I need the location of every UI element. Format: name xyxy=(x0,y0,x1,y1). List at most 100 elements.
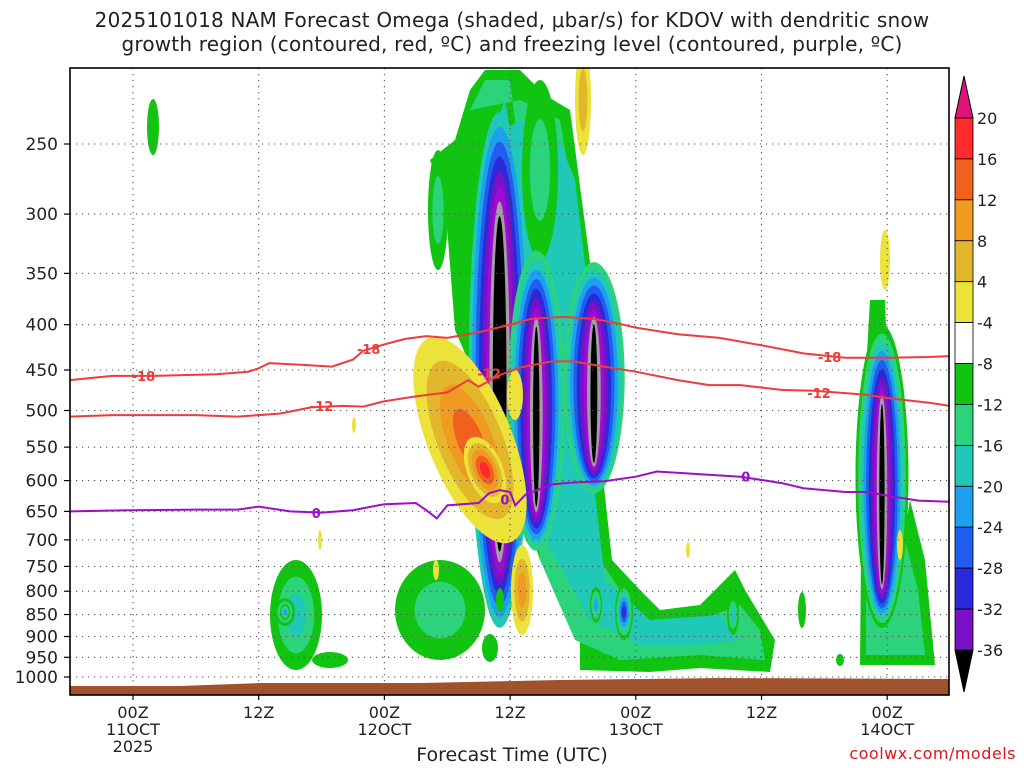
upper-blob-b-level-1 xyxy=(432,176,444,244)
grid xyxy=(70,68,949,695)
chart-title: 2025101018 NAM Forecast Omega (shaded, μ… xyxy=(0,8,1024,56)
lowlevel-3-level-0 xyxy=(482,634,498,662)
x-tick-label-24-1: 12OCT xyxy=(357,720,411,739)
upper-blob-a-level-0 xyxy=(147,99,159,155)
sinking-i-level-0 xyxy=(686,542,690,558)
credit-link[interactable]: coolwx.com/models xyxy=(849,744,1016,763)
lowlevel-1 xyxy=(312,652,348,668)
lowlevel-3 xyxy=(482,634,498,662)
pocket-a xyxy=(615,584,633,640)
upper-blob-c xyxy=(522,80,558,260)
y-tick-label-800: 800 xyxy=(26,582,58,602)
sinking-c-level-1 xyxy=(578,68,588,132)
x-tick-label-72-1: 14OCT xyxy=(860,720,914,739)
colorbar-label-6: -8 xyxy=(977,355,993,374)
contour-label-6: 0 xyxy=(312,507,321,522)
lowlevel-1-level-0 xyxy=(312,652,348,668)
x-tick-label-48-1: 13OCT xyxy=(609,720,663,739)
contour--18-0 xyxy=(70,315,949,382)
sinking-e-level-0 xyxy=(507,370,523,420)
colorbar-label-8: -16 xyxy=(977,436,1003,455)
colorbar-box-11 xyxy=(954,567,974,610)
x-tick-label-24-0: 00Z xyxy=(369,703,400,722)
pocket-d xyxy=(280,604,290,620)
sinking-d xyxy=(880,230,890,290)
x-axis-label: Forecast Time (UTC) xyxy=(416,744,608,766)
colorbar-box-0 xyxy=(954,117,974,160)
colorbar-box-4 xyxy=(954,281,974,324)
colorbar-box-1 xyxy=(954,158,974,201)
colorbar-box-8 xyxy=(954,444,974,487)
sinking-a2-level-4 xyxy=(479,461,491,479)
x-tick-label-0-0: 00Z xyxy=(117,703,148,722)
x-tick-label-72-0: 00Z xyxy=(872,703,903,722)
sinking-c xyxy=(575,68,591,155)
contour-label-0: -18 xyxy=(132,370,156,385)
uvv-column-d2 xyxy=(855,324,909,628)
colorbar-box-2 xyxy=(954,199,974,242)
y-tick-label-500: 500 xyxy=(26,402,58,422)
upper-blob-b xyxy=(428,150,448,270)
title-line-1: 2025101018 NAM Forecast Omega (shaded, μ… xyxy=(94,8,930,32)
speck-c-level-0 xyxy=(496,588,504,612)
colorbar-label-10: -24 xyxy=(977,518,1003,537)
pocket-b xyxy=(590,587,602,623)
contour-label-8: 0 xyxy=(741,471,750,486)
sinking-g-level-0 xyxy=(352,417,356,433)
y-tick-label-650: 650 xyxy=(26,502,58,522)
y-tick-label-300: 300 xyxy=(26,205,58,225)
sinking-f xyxy=(433,560,439,580)
pocket-b-level-3 xyxy=(594,599,598,611)
y-tick-label-400: 400 xyxy=(26,316,58,336)
title-line-2: growth region (contoured, red, ºC) and f… xyxy=(121,32,903,56)
x-tick-label-0-1: 11OCT xyxy=(106,720,160,739)
y-tick-label-1000: 1000 xyxy=(15,668,58,688)
x-tick-label-0-2: 2025 xyxy=(113,737,154,756)
y-tick-label-750: 750 xyxy=(26,557,58,577)
sinking-j xyxy=(897,530,903,560)
pocket-a-level-5 xyxy=(622,606,626,618)
colorbar-label-9: -20 xyxy=(977,477,1003,496)
sinking-f-level-0 xyxy=(433,560,439,580)
sinking-b xyxy=(511,545,533,635)
y-axis: 2503003504004505005506006507007508008509… xyxy=(15,135,70,688)
omega-shading xyxy=(147,68,935,672)
colorbar-label-11: -28 xyxy=(977,559,1003,578)
upper-blob-a xyxy=(147,99,159,155)
y-tick-label-850: 850 xyxy=(26,606,58,626)
contour-label-2: -18 xyxy=(818,351,842,366)
y-tick-label-950: 950 xyxy=(26,648,58,668)
colorbar: 20 16 12 8 4 -4 -8 -12 -16 -20 -24 -28 -32 -36 xyxy=(954,75,1003,693)
y-tick-label-250: 250 xyxy=(26,135,58,155)
sinking-e xyxy=(507,370,523,420)
colorbar-label-13: -36 xyxy=(977,641,1003,660)
sinking-h xyxy=(318,530,322,550)
contour-label-3: -12 xyxy=(310,400,334,415)
y-tick-label-550: 550 xyxy=(26,438,58,458)
contour-label-4: -12 xyxy=(477,367,501,382)
speck-c xyxy=(496,588,504,612)
colorbar-box-10 xyxy=(954,526,974,569)
colorbar-label-12: -32 xyxy=(977,600,1003,619)
colorbar-box-6 xyxy=(954,363,974,405)
lowlevel-2 xyxy=(395,560,485,660)
lowlevel-2-level-1 xyxy=(414,581,466,639)
colorbar-label-5: -4 xyxy=(977,314,993,333)
speck-a xyxy=(798,592,806,628)
sinking-i xyxy=(686,542,690,558)
pocket-c xyxy=(727,595,739,635)
colorbar-box-3 xyxy=(954,240,974,283)
colorbar-label-7: -12 xyxy=(977,395,1003,414)
colorbar-box-5 xyxy=(954,322,974,364)
x-tick-label-36-0: 12Z xyxy=(494,703,525,722)
contour--12-1 xyxy=(70,360,949,418)
colorbar-box-12 xyxy=(954,608,974,651)
y-tick-label-700: 700 xyxy=(26,531,58,551)
terrain-strip xyxy=(70,678,949,695)
uvv-column-b-level-8 xyxy=(533,326,540,507)
x-tick-label-48-0: 00Z xyxy=(620,703,651,722)
colorbar-label-2: 12 xyxy=(977,191,997,210)
speck-b-level-0 xyxy=(836,654,844,666)
